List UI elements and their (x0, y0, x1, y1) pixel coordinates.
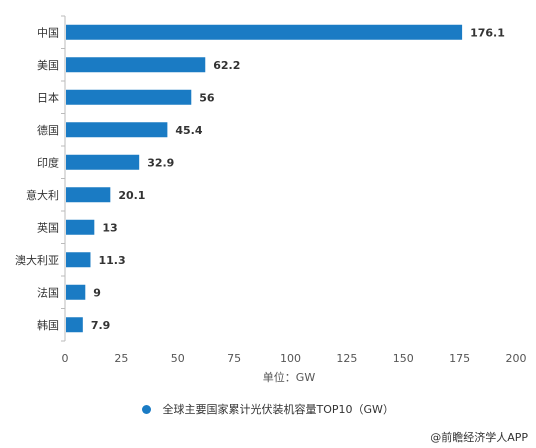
bar (66, 122, 168, 138)
bars-layer (66, 24, 463, 333)
category-label: 日本 (37, 90, 59, 104)
data-label: 32.9 (147, 156, 174, 169)
x-tick-label: 150 (393, 352, 414, 365)
bar (66, 219, 95, 235)
x-tick-label: 75 (227, 352, 241, 365)
data-label: 7.9 (91, 319, 111, 332)
x-tick-label: 25 (114, 352, 128, 365)
category-label: 韩国 (37, 318, 59, 332)
x-tick-label: 175 (449, 352, 470, 365)
legend-marker-icon (142, 404, 152, 414)
category-label: 意大利 (26, 188, 59, 202)
bar (66, 154, 140, 170)
bar (66, 252, 91, 268)
category-label: 中国 (37, 26, 59, 39)
category-label: 印度 (37, 155, 59, 169)
bar (66, 57, 206, 73)
data-label: 20.1 (118, 189, 145, 202)
data-label: 56 (199, 91, 215, 104)
x-tick-label: 0 (62, 352, 69, 365)
axis-layer (61, 15, 66, 342)
legend-label: 全球主要国家累计光伏装机容量TOP10（GW） (162, 403, 394, 416)
x-tick-label: 50 (171, 352, 185, 365)
data-label: 62.2 (213, 59, 240, 72)
bar (66, 317, 83, 333)
category-label: 澳大利亚 (15, 253, 59, 267)
bar (66, 187, 111, 203)
source-credit: @前瞻经济学人APP (430, 431, 528, 444)
x-tick-label: 100 (280, 352, 301, 365)
x-tick-label: 125 (336, 352, 357, 365)
bar (66, 284, 86, 300)
bar (66, 24, 463, 40)
legend: 全球主要国家累计光伏装机容量TOP10（GW） (0, 401, 536, 417)
labels-layer: 中国 176.1 美国 62.2 日本 56 德国 45.4 印度 32.9 意大利 20.1 英国 13… (15, 26, 527, 365)
data-label: 11.3 (98, 254, 125, 267)
bar (66, 89, 192, 105)
data-label: 176.1 (470, 26, 505, 39)
category-label: 德国 (37, 123, 59, 137)
x-tick-label: 200 (506, 352, 527, 365)
category-label: 英国 (37, 220, 59, 234)
category-label: 法国 (37, 285, 59, 299)
data-label: 13 (102, 221, 117, 234)
data-label: 9 (93, 286, 101, 299)
x-axis-title: 单位：GW (263, 370, 316, 384)
data-label: 45.4 (175, 124, 202, 137)
category-label: 美国 (37, 59, 59, 72)
